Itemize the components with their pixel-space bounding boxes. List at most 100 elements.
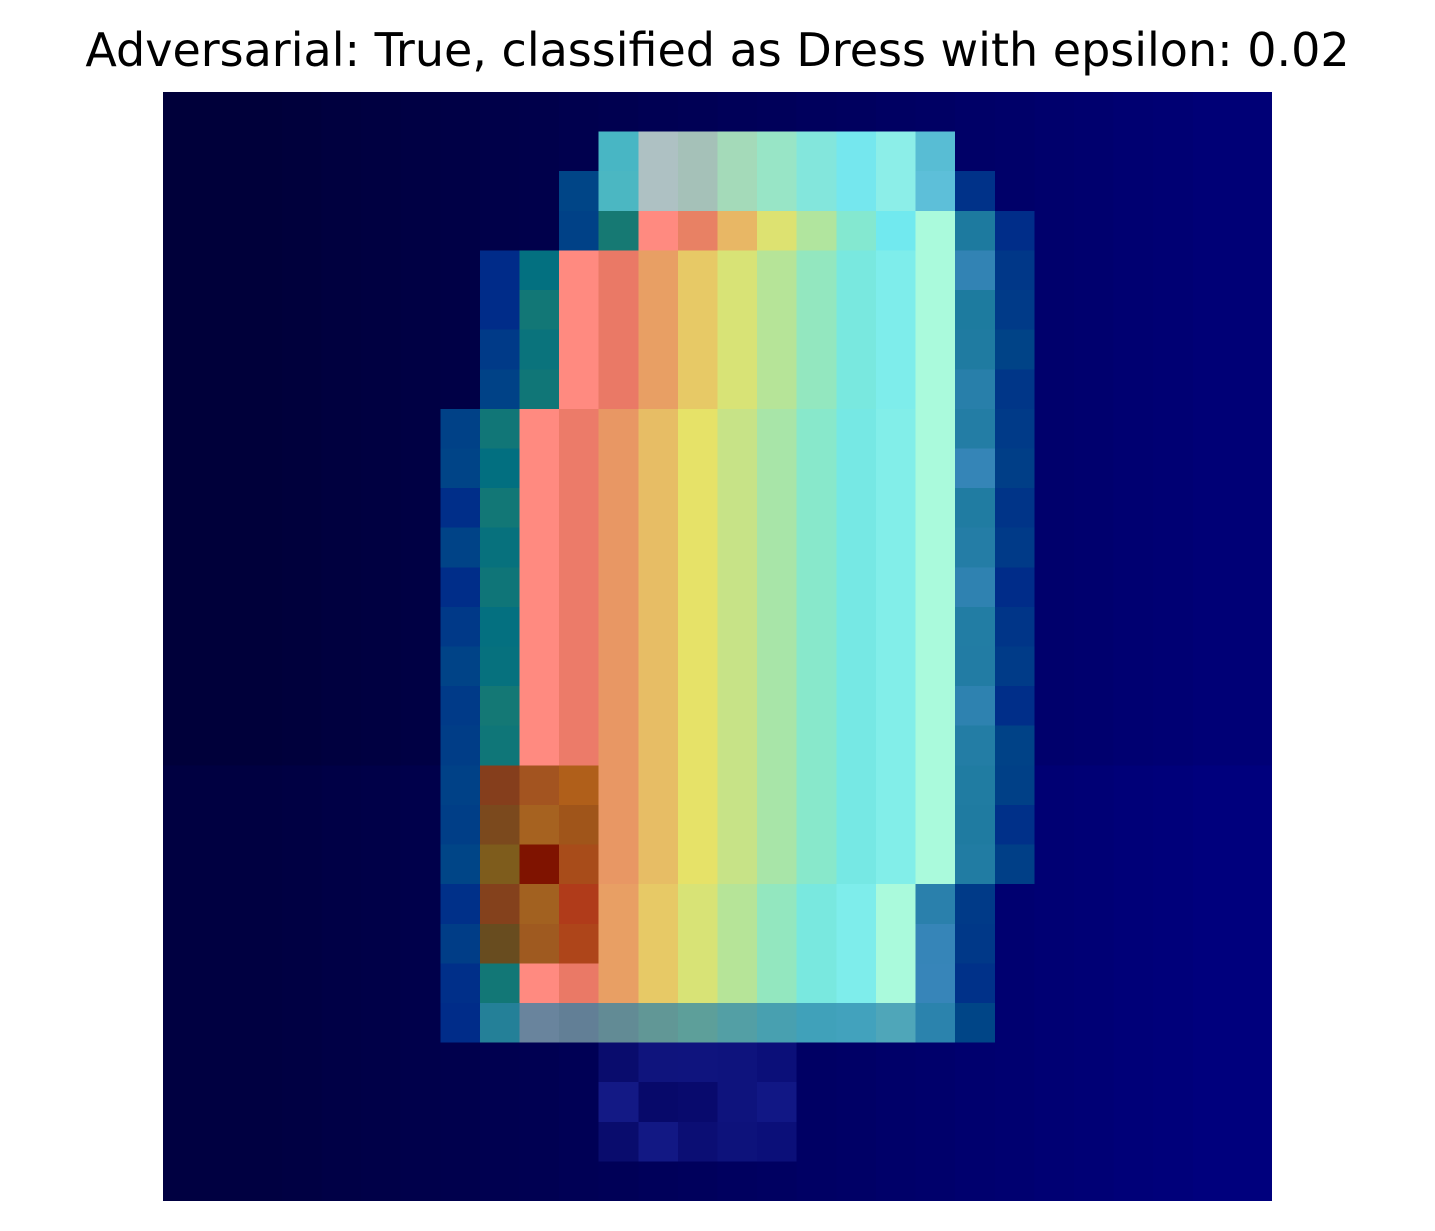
heatmap-pixel bbox=[361, 1082, 402, 1123]
heatmap-pixel bbox=[519, 1002, 560, 1044]
heatmap-pixel bbox=[757, 725, 798, 767]
heatmap-pixel bbox=[361, 606, 402, 648]
heatmap-pixel bbox=[400, 250, 442, 291]
heatmap-pixel bbox=[321, 408, 362, 450]
heatmap-pixel bbox=[559, 250, 600, 291]
heatmap-pixel bbox=[598, 567, 640, 608]
heatmap-pixel bbox=[400, 1002, 442, 1044]
heatmap-pixel bbox=[875, 527, 917, 569]
heatmap-pixel bbox=[836, 923, 877, 965]
heatmap-pixel bbox=[163, 1082, 204, 1123]
heatmap-pixel bbox=[598, 448, 640, 489]
heatmap-pixel bbox=[757, 1042, 798, 1083]
heatmap-pixel bbox=[1153, 567, 1194, 608]
heatmap-pixel bbox=[361, 884, 402, 925]
heatmap-pixel bbox=[440, 804, 481, 846]
heatmap-pixel bbox=[400, 369, 442, 410]
heatmap-pixel bbox=[440, 884, 481, 925]
heatmap-pixel bbox=[202, 606, 244, 648]
heatmap-pixel bbox=[321, 1002, 362, 1044]
heatmap-pixel bbox=[321, 963, 362, 1004]
heatmap-pixel bbox=[1232, 884, 1272, 925]
heatmap-pixel bbox=[163, 1161, 204, 1201]
heatmap-pixel bbox=[1073, 329, 1115, 371]
heatmap-pixel bbox=[1192, 567, 1234, 608]
heatmap-pixel bbox=[1113, 1161, 1154, 1201]
heatmap-pixel bbox=[1113, 1042, 1154, 1083]
heatmap-pixel bbox=[1113, 448, 1154, 489]
heatmap-pixel bbox=[757, 1082, 798, 1123]
heatmap-pixel bbox=[1073, 606, 1115, 648]
heatmap-pixel bbox=[796, 92, 838, 133]
heatmap-pixel bbox=[1034, 765, 1075, 806]
heatmap-pixel bbox=[242, 567, 283, 608]
heatmap-pixel bbox=[479, 686, 521, 727]
heatmap-pixel bbox=[202, 844, 244, 885]
heatmap-pixel bbox=[717, 844, 758, 885]
heatmap-pixel bbox=[202, 923, 244, 965]
heatmap-pixel bbox=[281, 1082, 323, 1123]
heatmap-pixel bbox=[598, 606, 640, 648]
heatmap-pixel bbox=[955, 369, 996, 410]
heatmap-pixel bbox=[677, 210, 719, 252]
heatmap-pixel bbox=[1113, 329, 1154, 371]
heatmap-pixel bbox=[242, 290, 283, 331]
heatmap-pixel bbox=[955, 1121, 996, 1163]
heatmap-pixel bbox=[242, 1121, 283, 1163]
heatmap-pixel bbox=[757, 606, 798, 648]
heatmap-pixel bbox=[598, 250, 640, 291]
heatmap-pixel bbox=[1073, 884, 1115, 925]
heatmap-pixel bbox=[1232, 963, 1272, 1004]
heatmap-pixel bbox=[440, 527, 481, 569]
heatmap-pixel bbox=[796, 646, 838, 687]
heatmap-pixel bbox=[638, 725, 679, 767]
heatmap-pixel bbox=[559, 527, 600, 569]
heatmap-pixel bbox=[163, 725, 204, 767]
heatmap-pixel bbox=[400, 686, 442, 727]
heatmap-pixel bbox=[1153, 1042, 1194, 1083]
heatmap-pixel bbox=[836, 844, 877, 885]
heatmap-pixel bbox=[836, 369, 877, 410]
heatmap-pixel bbox=[479, 1161, 521, 1201]
heatmap-pixel bbox=[836, 131, 877, 173]
heatmap-pixel bbox=[519, 884, 560, 925]
heatmap-pixel bbox=[281, 725, 323, 767]
heatmap-pixel bbox=[757, 448, 798, 489]
heatmap-pixel bbox=[677, 329, 719, 371]
heatmap-pixel bbox=[361, 488, 402, 529]
heatmap-pixel bbox=[202, 408, 244, 450]
heatmap-pixel bbox=[321, 250, 362, 291]
heatmap-pixel bbox=[321, 765, 362, 806]
heatmap-pixel bbox=[1034, 804, 1075, 846]
heatmap-pixel bbox=[281, 804, 323, 846]
heatmap-pixel bbox=[757, 765, 798, 806]
heatmap-pixel bbox=[955, 1161, 996, 1201]
heatmap-pixel bbox=[757, 963, 798, 1004]
heatmap-pixel bbox=[875, 1082, 917, 1123]
heatmap-pixel bbox=[202, 92, 244, 133]
heatmap-pixel bbox=[321, 488, 362, 529]
heatmap-pixel bbox=[1192, 725, 1234, 767]
heatmap-pixel bbox=[519, 963, 560, 1004]
heatmap-pixel bbox=[915, 686, 956, 727]
heatmap-pixel bbox=[1034, 448, 1075, 489]
heatmap-pixel bbox=[717, 923, 758, 965]
heatmap-pixel bbox=[757, 844, 798, 885]
heatmap-pixel bbox=[1073, 1002, 1115, 1044]
heatmap-pixel bbox=[955, 171, 996, 212]
heatmap-pixel bbox=[321, 567, 362, 608]
heatmap-pixel bbox=[955, 923, 996, 965]
heatmap-pixel bbox=[559, 1042, 600, 1083]
heatmap-pixel bbox=[598, 844, 640, 885]
heatmap-pixel bbox=[677, 1042, 719, 1083]
heatmap-pixel bbox=[1113, 646, 1154, 687]
heatmap-pixel bbox=[321, 686, 362, 727]
heatmap-pixel bbox=[519, 488, 560, 529]
heatmap-pixel bbox=[440, 1121, 481, 1163]
heatmap-pixel bbox=[1153, 290, 1194, 331]
heatmap-pixel bbox=[955, 606, 996, 648]
heatmap-pixel bbox=[1073, 488, 1115, 529]
heatmap-pixel bbox=[1153, 646, 1194, 687]
heatmap-pixel bbox=[202, 884, 244, 925]
heatmap-pixel bbox=[1153, 686, 1194, 727]
